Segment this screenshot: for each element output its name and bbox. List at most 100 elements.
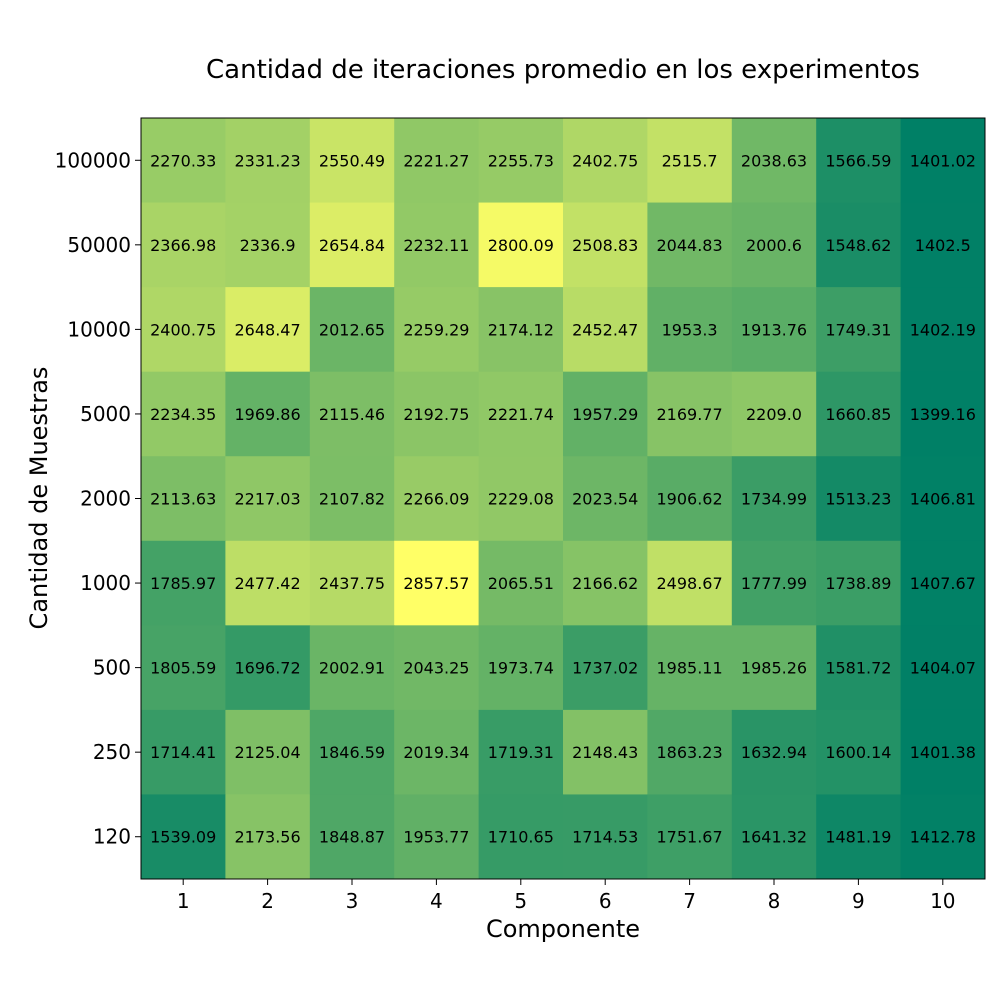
cell-value-label: 2255.73	[488, 151, 554, 170]
heatmap-cell	[731, 625, 817, 711]
cell-value-label: 1863.23	[657, 743, 723, 762]
heatmap-cell	[900, 709, 986, 795]
cell-value-label: 2012.65	[319, 320, 385, 339]
heatmap-cell	[731, 287, 817, 373]
cell-value-label: 1714.41	[150, 743, 216, 762]
cell-value-label: 2229.08	[488, 490, 554, 509]
x-tick-label: 5	[514, 889, 527, 913]
cell-value-label: 2857.57	[403, 574, 469, 593]
cell-value-label: 2508.83	[572, 236, 638, 255]
cell-value-label: 2174.12	[488, 320, 554, 339]
heatmap-cell	[816, 794, 902, 880]
heatmap-cell	[647, 625, 733, 711]
y-tick-label: 250	[93, 740, 131, 764]
cell-value-label: 2192.75	[403, 405, 469, 424]
cell-value-label: 2023.54	[572, 490, 638, 509]
heatmap-cell	[394, 794, 480, 880]
cell-value-label: 1407.67	[910, 574, 976, 593]
cell-value-label: 2515.7	[662, 151, 718, 170]
cell-value-label: 2259.29	[403, 320, 469, 339]
heatmap-cell	[647, 540, 733, 626]
heatmap-cell	[731, 202, 817, 288]
heatmap-cell	[478, 202, 564, 288]
cell-value-label: 2209.0	[746, 405, 802, 424]
y-tick-label: 2000	[80, 487, 131, 511]
cell-value-label: 1710.65	[488, 828, 554, 847]
cell-value-label: 2437.75	[319, 574, 385, 593]
heatmap-cell	[563, 202, 648, 288]
cell-value-label: 1539.09	[150, 828, 216, 847]
heatmap-cell	[141, 287, 226, 373]
heatmap-cell	[394, 456, 480, 542]
heatmap-cell	[731, 794, 817, 880]
cell-value-label: 2336.9	[240, 236, 296, 255]
heatmap-cell	[563, 287, 648, 373]
heatmap-cell	[816, 456, 902, 542]
cell-value-label: 2234.35	[150, 405, 216, 424]
cell-value-label: 2232.11	[403, 236, 469, 255]
cell-value-label: 1581.72	[825, 659, 891, 678]
heatmap-cell	[141, 118, 226, 204]
heatmap-cell	[309, 709, 395, 795]
heatmap-cell	[141, 625, 226, 711]
heatmap-cell	[816, 371, 902, 457]
heatmap-cell	[478, 287, 564, 373]
heatmap-cell	[731, 371, 817, 457]
heatmap-cell	[900, 540, 986, 626]
x-axis-label: Componente	[486, 915, 640, 943]
x-axis-ticks: 1 2 3 4 5 6 7 8 9 10	[177, 879, 956, 913]
cell-value-label: 1846.59	[319, 743, 385, 762]
cell-value-label: 2107.82	[319, 490, 385, 509]
heatmap-cell	[225, 371, 311, 457]
heatmap-cell	[225, 625, 311, 711]
cell-value-label: 2038.63	[741, 151, 807, 170]
heatmap-cell	[816, 287, 902, 373]
cell-value-label: 2113.63	[150, 490, 216, 509]
cell-value-label: 1805.59	[150, 659, 216, 678]
heatmap-cell	[141, 202, 226, 288]
heatmap-cell	[900, 625, 986, 711]
cell-value-label: 1957.29	[572, 405, 638, 424]
heatmap-cell	[647, 371, 733, 457]
heatmap-cell	[141, 371, 226, 457]
x-tick-label: 10	[930, 889, 955, 913]
heatmap-cell	[563, 118, 648, 204]
cell-value-label: 1714.53	[572, 828, 638, 847]
heatmap-cell	[394, 625, 480, 711]
heatmap-cell	[309, 540, 395, 626]
heatmap-cell	[900, 202, 986, 288]
heatmap-cell	[478, 709, 564, 795]
cell-value-label: 1734.99	[741, 490, 807, 509]
cell-value-label: 2002.91	[319, 659, 385, 678]
heatmap-cell	[225, 118, 311, 204]
heatmap-cells: 2270.33 2331.23 2550.49 2221.27 2255.73 2402.…	[141, 118, 986, 880]
cell-value-label: 2331.23	[235, 151, 301, 170]
heatmap-cell	[647, 202, 733, 288]
cell-value-label: 1401.38	[910, 743, 976, 762]
cell-value-label: 1696.72	[235, 659, 301, 678]
cell-value-label: 1737.02	[572, 659, 638, 678]
cell-value-label: 1600.14	[825, 743, 891, 762]
cell-value-label: 2648.47	[235, 320, 301, 339]
cell-value-label: 2402.75	[572, 151, 638, 170]
heatmap-cell	[731, 118, 817, 204]
y-tick-label: 100000	[55, 148, 131, 172]
heatmap-cell	[647, 794, 733, 880]
heatmap-cell	[563, 456, 648, 542]
cell-value-label: 1953.3	[662, 320, 718, 339]
heatmap-cell	[309, 287, 395, 373]
x-tick-label: 4	[430, 889, 443, 913]
cell-value-label: 1513.23	[825, 490, 891, 509]
heatmap-cell	[225, 287, 311, 373]
heatmap-cell	[394, 287, 480, 373]
heatmap-cell	[563, 625, 648, 711]
heatmap-cell	[141, 794, 226, 880]
cell-value-label: 1566.59	[825, 151, 891, 170]
x-tick-label: 2	[261, 889, 274, 913]
heatmap-cell	[309, 202, 395, 288]
heatmap-cell	[731, 456, 817, 542]
heatmap-cell	[647, 456, 733, 542]
cell-value-label: 1404.07	[910, 659, 976, 678]
y-tick-label: 10000	[67, 317, 131, 341]
cell-value-label: 1399.16	[910, 405, 976, 424]
